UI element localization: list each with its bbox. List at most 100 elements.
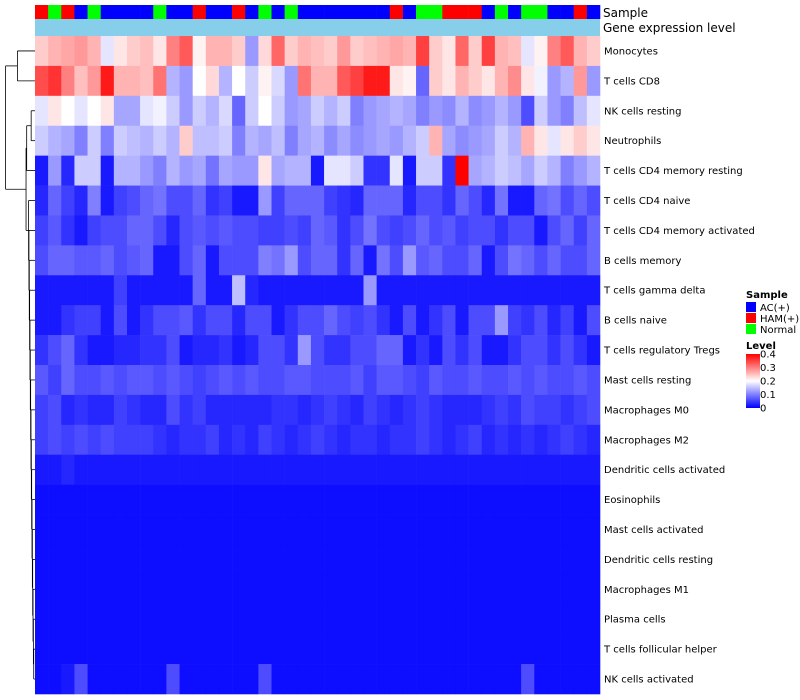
heatmap-cell [337, 215, 351, 246]
heatmap-cell [245, 664, 259, 695]
heatmap-cell [586, 215, 601, 246]
heatmap-cell [416, 335, 430, 366]
heatmap-cell [376, 365, 391, 396]
heatmap-cell [481, 215, 496, 246]
heatmap-cell [389, 544, 404, 575]
row-label: Plasma cells [604, 615, 666, 626]
heatmap-cell [573, 275, 588, 306]
heatmap-cell [179, 634, 193, 665]
heatmap-cell [271, 95, 285, 127]
heatmap-cell [126, 634, 141, 665]
heatmap-cell [297, 155, 312, 186]
heatmap-cell [547, 604, 561, 635]
heatmap-cell [337, 365, 351, 396]
sample-annotation-cell [324, 5, 338, 19]
heatmap-cell [245, 335, 259, 366]
heatmap-cell [126, 305, 141, 336]
heatmap-cell [547, 335, 561, 366]
heatmap-cell [284, 365, 299, 396]
heatmap-cell [429, 155, 443, 186]
heatmap-cell [140, 65, 154, 97]
heatmap-cell [547, 634, 561, 665]
heatmap-cell [258, 454, 272, 485]
heatmap-cell [166, 36, 180, 67]
heatmap-cell [455, 125, 469, 156]
heatmap-cell [232, 634, 246, 665]
row-label: T cells regulatory Tregs [603, 346, 720, 357]
heatmap-cell [442, 305, 456, 336]
heatmap-cell [61, 95, 75, 127]
legend-sample-title: Sample [746, 290, 788, 301]
heatmap-cell [284, 215, 299, 246]
heatmap-cell [153, 335, 167, 366]
heatmap-cell [113, 215, 128, 246]
heatmap-cell [74, 305, 88, 336]
heatmap-cell [218, 664, 233, 695]
heatmap-cell [205, 574, 220, 605]
heatmap-cell [179, 275, 193, 306]
heatmap-cell [455, 634, 469, 665]
heatmap-cell [521, 245, 535, 276]
heatmap-cell [192, 65, 207, 97]
heatmap-cell [455, 484, 469, 515]
legend-level-tick: 0.4 [760, 350, 776, 361]
heatmap-cell [205, 65, 220, 97]
heatmap-cell [271, 544, 285, 575]
legend-level-title: Level [746, 341, 776, 352]
heatmap-cell [271, 215, 285, 246]
heatmap-cell [573, 95, 588, 127]
heatmap-cell [389, 245, 404, 276]
heatmap-cell [153, 424, 167, 456]
sample-annotation-cell [297, 5, 312, 19]
heatmap-cell [74, 634, 88, 665]
heatmap-cell [258, 125, 272, 156]
row-label: Dendritic cells resting [604, 555, 713, 566]
heatmap-cell [166, 365, 180, 396]
heatmap-cell [416, 574, 430, 605]
heatmap-cell [429, 245, 443, 276]
heatmap-cell [218, 634, 233, 665]
heatmap-cell [324, 125, 338, 156]
sample-annotation-cell [218, 5, 233, 19]
heatmap-cell [192, 36, 207, 67]
heatmap-cell [218, 544, 233, 575]
heatmap-cell [192, 275, 207, 306]
heatmap-cell [416, 604, 430, 635]
heatmap-cell [297, 604, 312, 635]
heatmap-cell [284, 664, 299, 695]
heatmap-cell [113, 484, 128, 515]
heatmap-cell [416, 365, 430, 396]
heatmap-cell [61, 544, 75, 575]
heatmap-cell [455, 604, 469, 635]
heatmap-cell [442, 65, 456, 97]
heatmap-cell [560, 215, 575, 246]
sample-annotation-cell [455, 5, 469, 19]
heatmap-cell [192, 245, 207, 276]
heatmap-cell [310, 185, 325, 216]
heatmap-cell [166, 424, 180, 456]
heatmap-cell [376, 664, 391, 695]
heatmap-cell [350, 36, 364, 67]
heatmap-cell [297, 664, 312, 695]
heatmap-cell [521, 604, 535, 635]
heatmap-cell [376, 454, 391, 485]
heatmap-cell [416, 544, 430, 575]
heatmap-cell [205, 454, 220, 485]
heatmap-cell [402, 155, 417, 186]
heatmap-cell [126, 544, 141, 575]
heatmap-cell [508, 454, 522, 485]
heatmap-cell [271, 604, 285, 635]
heatmap-cell [389, 125, 404, 156]
heatmap-cell [126, 664, 141, 695]
heatmap-cell [166, 95, 180, 127]
heatmap-cell [310, 245, 325, 276]
heatmap-cell [192, 95, 207, 127]
heatmap-cell [363, 275, 377, 306]
heatmap-cell [455, 365, 469, 396]
heatmap-cell [179, 215, 193, 246]
heatmap-cell [100, 335, 115, 366]
sample-annotation-cell [192, 5, 207, 19]
heatmap-cell [573, 664, 588, 695]
heatmap-cell [205, 394, 220, 426]
heatmap-cell [192, 454, 207, 485]
